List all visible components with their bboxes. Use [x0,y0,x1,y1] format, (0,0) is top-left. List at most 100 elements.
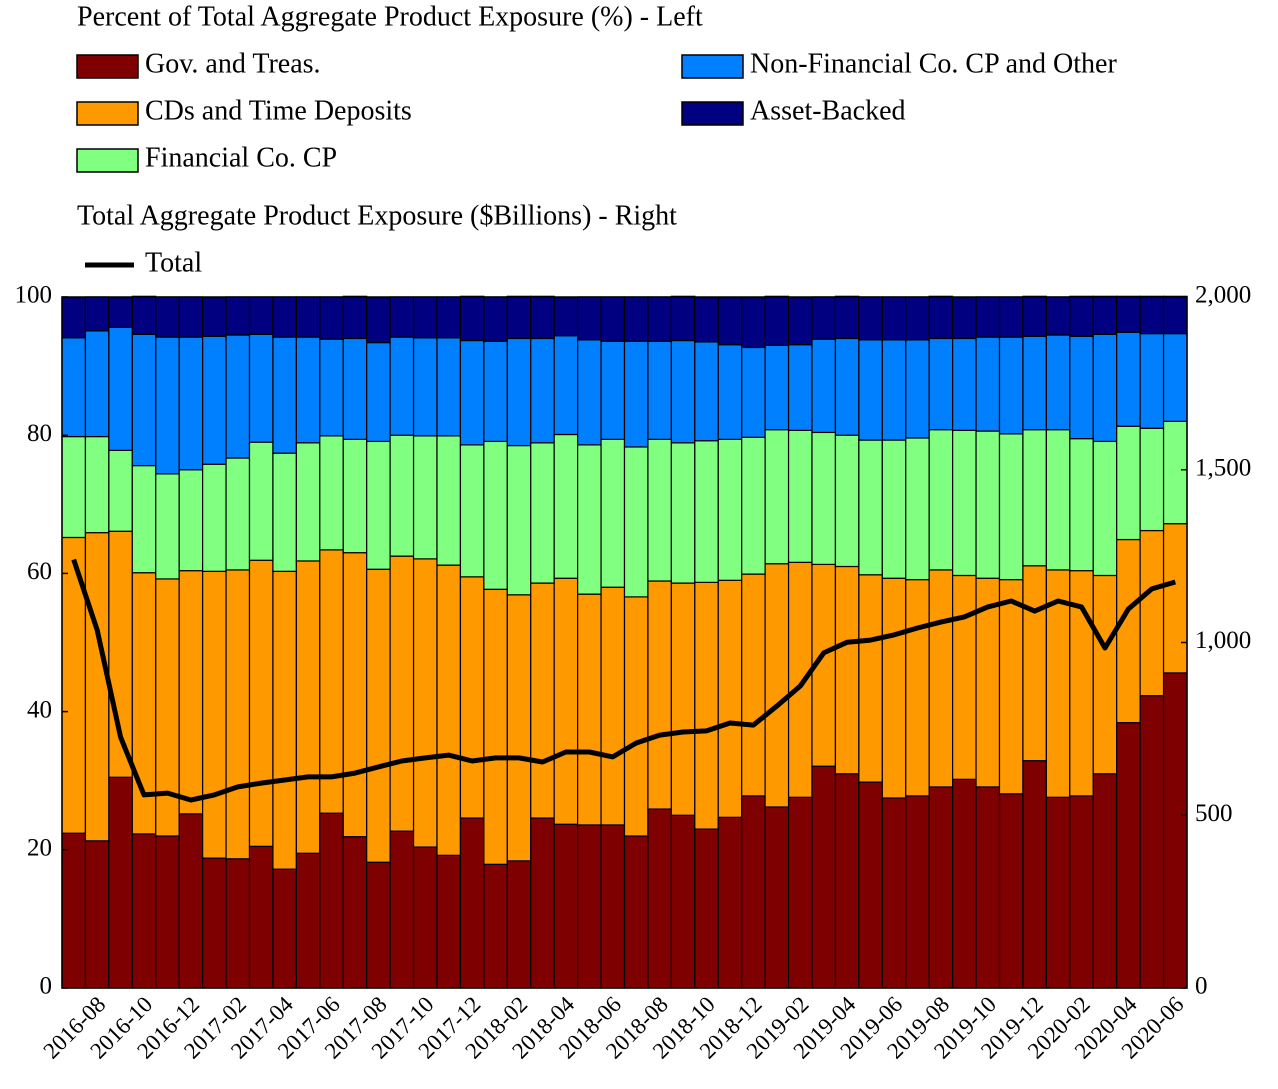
bar-segment [1139,333,1165,429]
bar-segment [834,434,860,568]
bar-segment [881,577,907,799]
bar-segment [202,335,227,465]
y-tick-label: 20 [27,835,52,862]
bar-segment [834,337,860,436]
bar-segment [1139,427,1165,532]
bar-segment [342,836,368,989]
bar-segment [717,344,743,440]
y-tick-label: 40 [27,696,52,723]
bar-segment [248,559,274,847]
bar-segment [905,579,930,797]
bar-segment [811,338,837,434]
bar-segment [1022,335,1047,431]
bar-segment [553,335,579,436]
bar-segment [764,429,790,565]
legend-swatch [681,54,744,79]
bar-segment [436,296,462,339]
bar-segment [600,340,626,440]
bar-segment [389,434,415,557]
bar-segment [389,296,415,338]
bar-segment [225,457,251,571]
bar-segment [84,532,110,842]
bar-segment [928,295,954,340]
bar-segment [155,296,180,338]
bar-segment [1116,295,1141,333]
legend-label: Non-Financial Co. CP and Other [750,48,1117,79]
bar-segment [366,861,391,989]
bar-segment [389,555,415,832]
bar-segment [647,808,672,989]
bar-segment [483,296,508,342]
bar-segment [61,832,87,989]
y-tick-label: 80 [27,420,52,447]
bar-segment [1022,565,1047,762]
bar-segment [834,295,860,340]
bar-segment [905,339,930,439]
bar-segment [506,444,532,596]
bar-segment [998,579,1024,795]
bar-segment [1162,523,1188,674]
y2-tick-label: 500 [1195,800,1233,827]
bar-segment [389,336,415,436]
bar-segment [1045,296,1071,336]
bar-segment [694,581,719,830]
bar-segment [1069,335,1094,440]
bar-segment [483,440,508,590]
bar-segment [881,439,907,579]
bar-segment [342,438,368,554]
bar-segment [459,339,485,446]
bar-segment [952,574,977,780]
bar-segment [84,330,110,438]
bar-segment [436,337,462,437]
bar-segment [553,577,579,825]
legend-label: Total [145,247,202,278]
bar-segment [436,564,462,856]
bar-segment [459,444,485,578]
bar-segment [717,438,743,581]
bar-segment [998,296,1024,338]
bar-segment [84,840,110,989]
bar-segment [834,773,860,989]
bar-segment [436,854,462,989]
bar-segment [412,296,438,339]
bar-segment [202,857,227,989]
bar-segment [998,433,1024,581]
y2-tick-label: 0 [1195,973,1208,1000]
bar-segment [295,852,321,989]
bar-segment [694,440,719,583]
bar-segment [108,449,133,532]
bar-segment [811,296,837,340]
bar-segment [202,570,227,859]
bar-segment [155,835,180,989]
bar-segment [483,588,508,865]
bar-segment [366,297,391,344]
bar-segment [623,596,649,837]
bar-segment [600,296,626,342]
bar-segment [975,430,1001,579]
bar-segment [1069,295,1094,337]
bar-segment [1139,529,1165,697]
bar-segment [319,812,344,989]
bar-segment [366,342,391,443]
bar-segment [553,823,579,989]
bar-segment [600,824,626,989]
bar-segment [741,573,766,797]
bar-segment [319,435,344,551]
bar-segment [178,296,204,338]
bar-segment [928,337,954,431]
bar-segment [928,429,954,571]
bar-segment [61,337,87,438]
bar-segment [202,297,227,337]
bar-segment [178,813,204,989]
bar-segment [295,442,321,562]
bar-segment [553,433,579,579]
bar-segment [787,297,813,346]
bar-segment [975,296,1001,338]
bar-segment [342,337,368,440]
bar-segment [131,465,157,574]
bar-segment [928,569,954,788]
bar-segment [717,816,743,989]
bar-segment [787,344,813,431]
bar-segment [1116,722,1141,989]
